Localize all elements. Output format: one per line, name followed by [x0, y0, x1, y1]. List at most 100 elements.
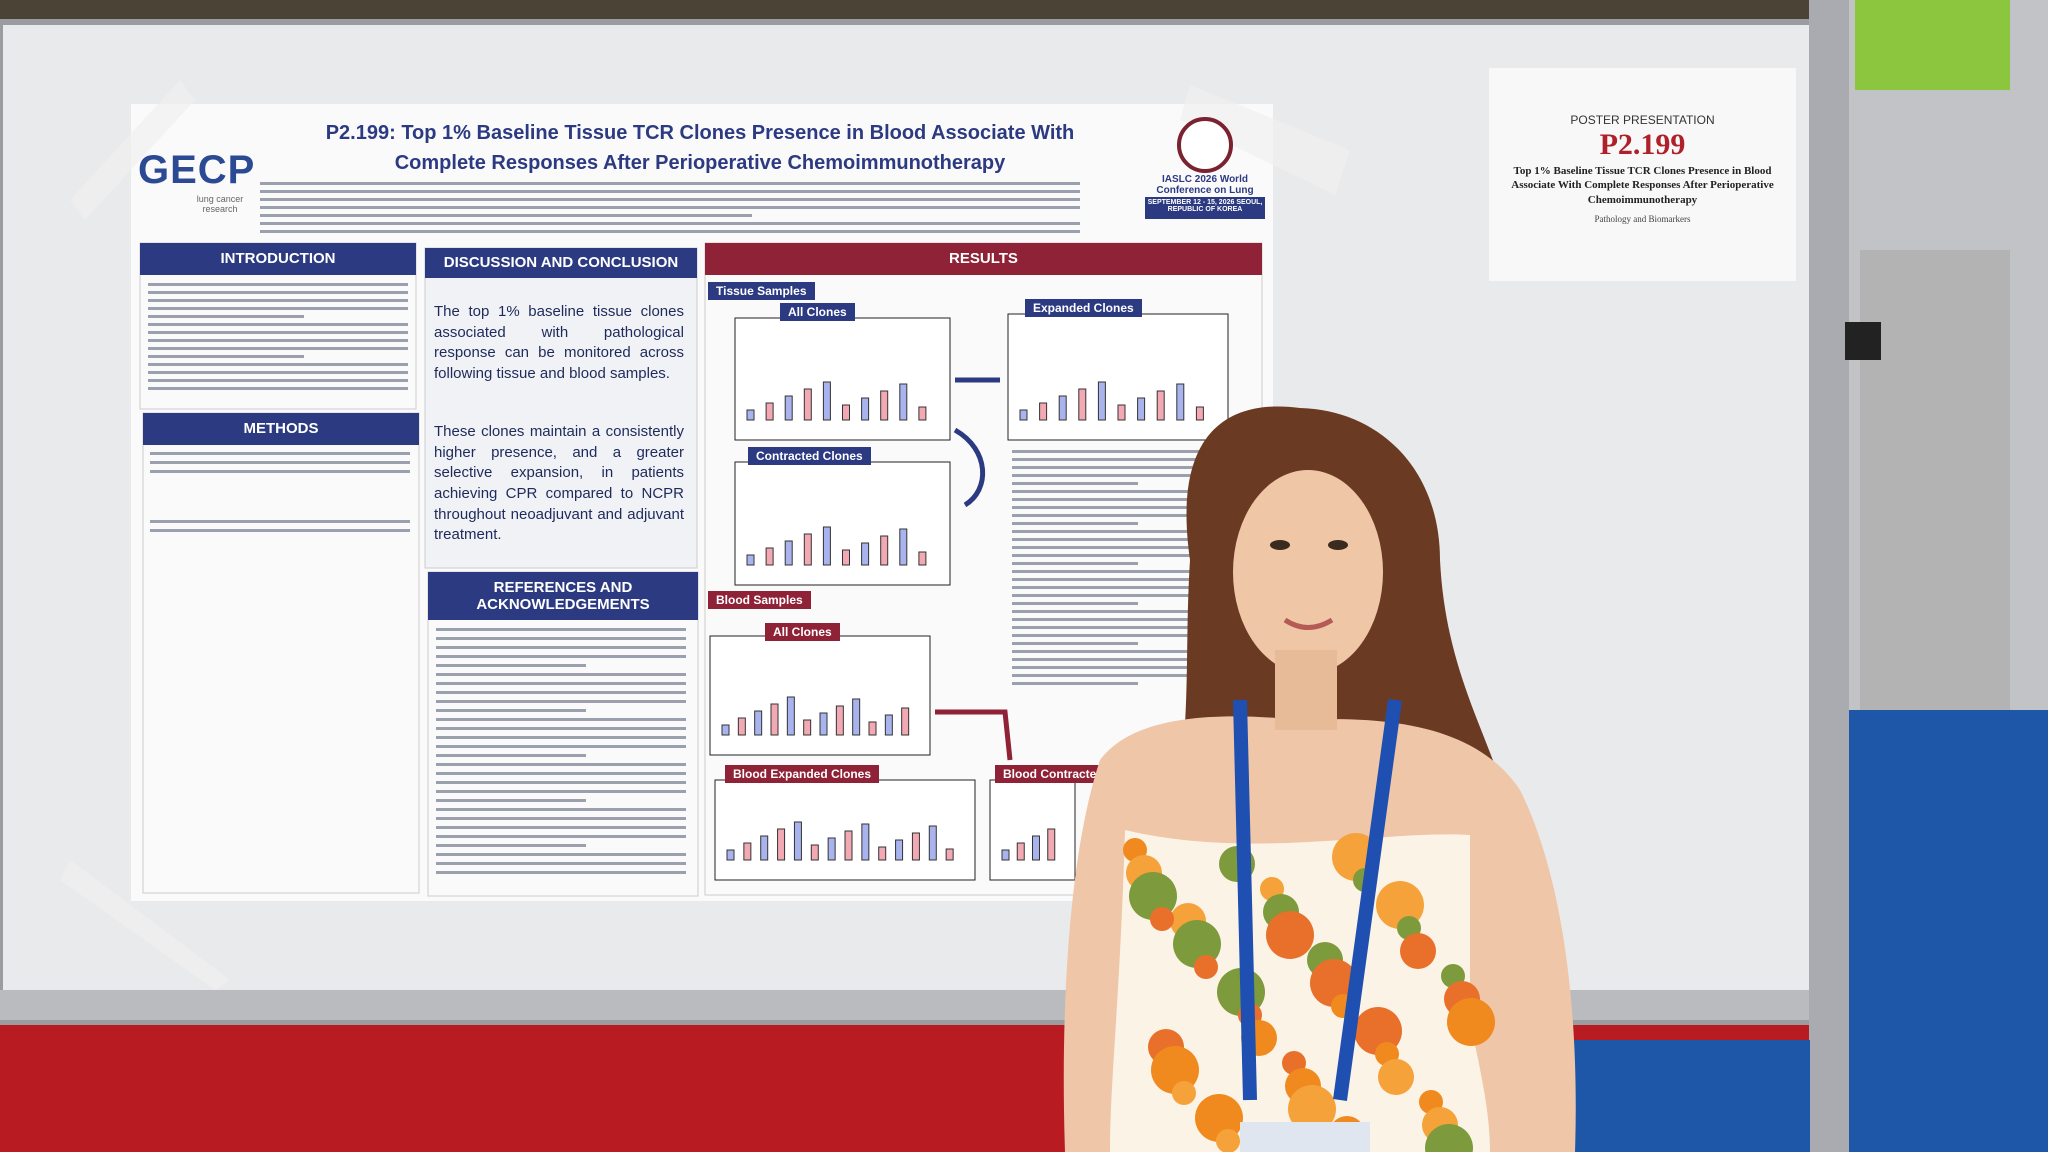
text-line	[148, 355, 304, 358]
flower	[1194, 955, 1218, 979]
boxplot	[884, 714, 893, 736]
text-line	[436, 826, 686, 829]
neck	[1275, 650, 1337, 730]
figure-label: All Clones	[780, 303, 855, 321]
boxplot	[878, 846, 887, 861]
mouth	[1283, 617, 1334, 630]
boxplot	[918, 551, 927, 566]
text-line	[148, 339, 408, 342]
text-line	[1012, 554, 1222, 557]
text-line	[436, 817, 686, 820]
text-line	[436, 790, 686, 793]
text-line	[150, 452, 410, 455]
boxplot	[880, 390, 889, 421]
text-line	[148, 291, 408, 294]
boxplot	[868, 721, 877, 736]
text-line	[1012, 562, 1138, 565]
sign-label: POSTER PRESENTATION	[1570, 113, 1715, 127]
text-line	[436, 628, 686, 631]
boxplot	[1137, 397, 1146, 421]
text-line	[1012, 538, 1222, 541]
text-line	[1012, 594, 1222, 597]
flower	[1172, 1081, 1196, 1105]
boxplot	[765, 547, 774, 566]
text-line	[1012, 674, 1222, 677]
figure-panel	[989, 779, 1076, 881]
boxplot	[1156, 390, 1165, 421]
text-lines	[148, 182, 1222, 874]
hall-wall	[1860, 250, 2010, 710]
text-line	[1012, 458, 1222, 461]
boxplot	[784, 540, 793, 566]
boxplot	[784, 395, 793, 421]
badge	[1240, 1122, 1370, 1152]
boxplot	[819, 712, 828, 736]
text-line	[1012, 474, 1222, 477]
text-line	[436, 709, 586, 712]
boxplot	[835, 705, 844, 736]
boxplot	[1047, 828, 1056, 861]
text-line	[260, 190, 1080, 193]
text-line	[436, 736, 686, 739]
boxplot	[721, 724, 730, 736]
text-line	[436, 700, 686, 703]
discussion-box	[424, 247, 698, 569]
text-line	[1012, 570, 1222, 573]
text-line	[148, 283, 408, 286]
text-line	[260, 182, 1080, 185]
conclusion-text: The top 1% baseline tissue clones associ…	[434, 303, 684, 383]
figure-label: Expanded Clones	[1025, 299, 1142, 317]
boxplot	[1176, 383, 1185, 421]
text-line	[1012, 522, 1138, 525]
tape	[70, 80, 195, 220]
text-line	[1012, 546, 1222, 549]
text-line	[436, 862, 686, 865]
boxplot	[899, 528, 908, 566]
text-line	[148, 307, 408, 310]
text-line	[1012, 626, 1222, 629]
boxplot	[822, 526, 831, 566]
text-line	[436, 772, 686, 775]
flower	[1266, 911, 1314, 959]
text-line	[436, 655, 686, 658]
boxplot	[842, 404, 850, 421]
text-line	[1012, 642, 1138, 645]
text-line	[436, 745, 686, 748]
text-line	[436, 781, 686, 784]
boxplot	[1195, 406, 1204, 421]
text-line	[148, 347, 408, 350]
boxplot	[880, 535, 889, 566]
text-line	[436, 754, 586, 757]
text-line	[148, 299, 408, 302]
flower	[1216, 1129, 1240, 1152]
text-line	[1012, 498, 1222, 501]
boxplot	[1078, 388, 1087, 421]
tape	[1180, 85, 1350, 195]
text-line	[148, 379, 408, 382]
poster-title: P2.199: Top 1% Baseline Tissue TCR Clone…	[325, 122, 1075, 174]
boxplot	[770, 703, 779, 736]
boxplot	[777, 828, 786, 861]
text-line	[260, 230, 1080, 233]
text-line	[436, 673, 686, 676]
figure-label: All Clones	[765, 623, 840, 641]
boxplot	[861, 397, 870, 421]
pillar	[1809, 0, 1849, 1152]
boxplot	[852, 698, 861, 736]
text-line	[436, 664, 586, 667]
flower	[1400, 933, 1436, 969]
figure-label: Blood Contracted	[995, 765, 1112, 783]
text-line	[436, 853, 686, 856]
text-line	[1012, 634, 1222, 637]
green-wall	[1855, 0, 2010, 90]
boxplot	[786, 696, 795, 736]
text-line	[436, 799, 586, 802]
boxplot	[844, 830, 853, 861]
boxplot	[726, 849, 735, 861]
presentation-card	[1489, 68, 1796, 281]
text-line	[260, 198, 1080, 201]
text-line	[436, 691, 686, 694]
text-line	[260, 214, 752, 217]
text-line	[1012, 658, 1222, 661]
boxplot	[765, 402, 774, 421]
